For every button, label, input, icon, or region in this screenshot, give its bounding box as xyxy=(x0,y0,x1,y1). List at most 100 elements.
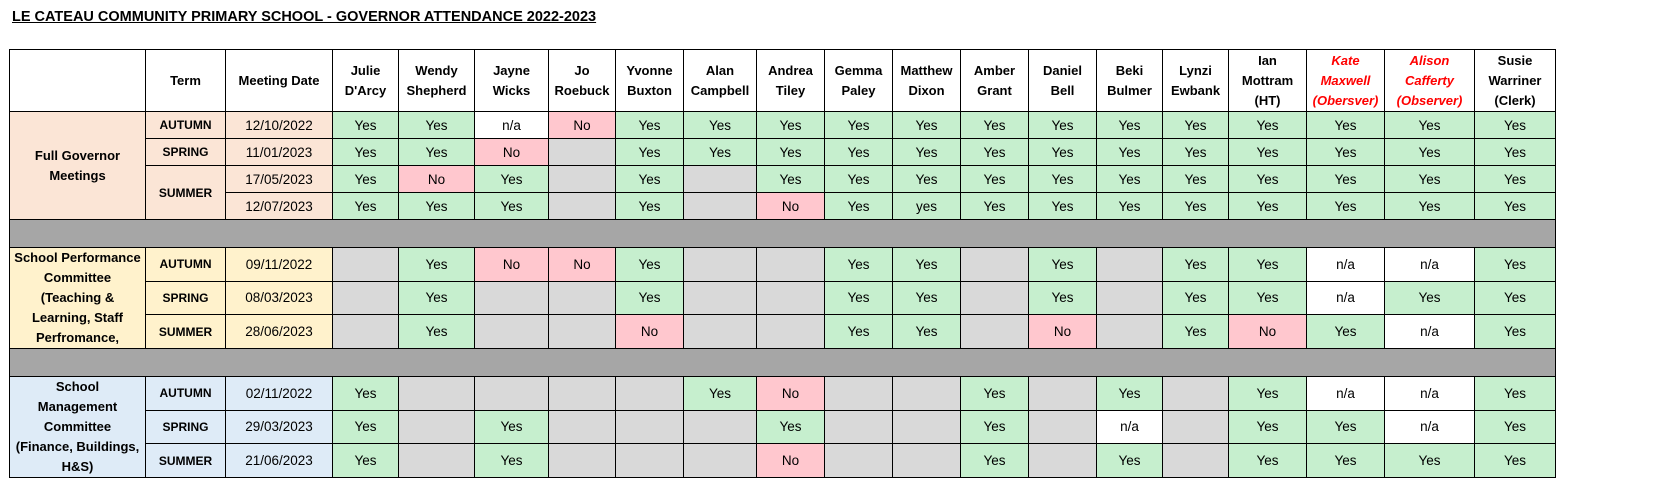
committee-name-line: Committee xyxy=(43,419,112,434)
governor-header: Beki Bulmer xyxy=(1096,49,1163,112)
attendance-cell: Yes xyxy=(398,192,475,220)
governor-header-line: Jo xyxy=(574,62,590,78)
committee-name-line: School Performance xyxy=(14,250,141,265)
attendance-cell: No xyxy=(756,192,825,220)
attendance-cell: n/a xyxy=(1384,376,1475,411)
attendance-cell: Yes xyxy=(892,111,961,139)
attendance-cell: Yes xyxy=(1384,165,1475,193)
attendance-cell: Yes xyxy=(756,111,825,139)
attendance-cell: Yes xyxy=(398,111,475,139)
meeting-row: SPRING 11/01/2023 Yes Yes No Yes Yes Yes Yes Yes Y… xyxy=(10,138,1556,166)
attendance-cell: Yes xyxy=(756,409,825,445)
corner-cell xyxy=(9,49,146,112)
attendance-cell: Yes xyxy=(1306,138,1385,166)
attendance-cell: Yes xyxy=(474,443,549,478)
attendance-cell xyxy=(683,443,757,478)
attendance-cell: Yes xyxy=(1474,247,1556,282)
attendance-cell: Yes xyxy=(332,111,399,139)
governor-header: Yvonne Buxton xyxy=(615,49,684,112)
attendance-cell: Yes xyxy=(892,280,961,316)
attendance-cell: Yes xyxy=(892,165,961,193)
governor-header-line: Ian xyxy=(1258,52,1277,68)
attendance-cell: Yes xyxy=(1096,192,1163,220)
meeting-date: 11/01/2023 xyxy=(225,138,333,166)
attendance-cell: Yes xyxy=(1474,111,1556,139)
attendance-cell: Yes xyxy=(398,280,475,316)
meeting-row: School Management Committee (Finance, Build… xyxy=(9,376,1556,478)
governor-header-line: Julie xyxy=(350,62,381,78)
separator-row xyxy=(9,348,1556,377)
attendance-cell: Yes xyxy=(332,443,399,478)
governor-header-line: Andrea xyxy=(768,62,813,78)
governor-header: Daniel Bell xyxy=(1028,49,1097,112)
attendance-cell: Yes xyxy=(824,192,893,220)
attendance-cell: Yes xyxy=(1228,443,1307,478)
attendance-cell: n/a xyxy=(1306,247,1385,282)
attendance-cell: Yes xyxy=(1096,165,1163,193)
governor-header-line: Buxton xyxy=(627,82,672,98)
attendance-cell: Yes xyxy=(1162,314,1229,349)
attendance-cell: n/a xyxy=(1096,409,1163,445)
term-cell: SPRING xyxy=(145,138,226,166)
committee-name-line: Full Governor xyxy=(34,147,121,163)
governor-header-line: Tiley xyxy=(775,82,806,98)
attendance-cell xyxy=(892,409,961,445)
attendance-cell: Yes xyxy=(1096,111,1163,139)
attendance-cell xyxy=(332,280,399,316)
governor-header-line: Alison xyxy=(1409,52,1450,68)
meeting-row: Full Governor Meetings AUTUMN 12/10/2022 Yes… xyxy=(9,111,1556,220)
attendance-cell: Yes xyxy=(824,111,893,139)
meeting-row: School Performance Committee (Teaching & Le… xyxy=(9,247,1556,349)
attendance-cell xyxy=(756,314,825,349)
attendance-cell: No xyxy=(474,138,549,166)
attendance-cell xyxy=(548,138,616,166)
attendance-cell xyxy=(824,376,893,411)
governor-header-line: Alan xyxy=(705,62,735,78)
committee-name: School Management Committee (Finance, Build… xyxy=(9,376,146,478)
attendance-cell: Yes xyxy=(1162,247,1229,282)
attendance-cell: Yes xyxy=(1306,111,1385,139)
attendance-cell: Yes xyxy=(1474,192,1556,220)
attendance-cell: Yes xyxy=(615,138,684,166)
attendance-cell: Yes xyxy=(1028,138,1097,166)
attendance-cell: No xyxy=(398,165,475,193)
governor-header-line: Cafferty xyxy=(1405,72,1454,88)
attendance-cell: Yes xyxy=(1162,111,1229,139)
attendance-cell: Yes xyxy=(1228,376,1307,411)
attendance-cell: Yes xyxy=(1228,192,1307,220)
attendance-cell: Yes xyxy=(332,192,399,220)
meeting-date: 17/05/2023 xyxy=(225,165,333,193)
meeting-date: 02/11/2022 xyxy=(225,376,333,411)
attendance-cell: Yes xyxy=(1306,192,1385,220)
attendance-cell: Yes xyxy=(1028,192,1097,220)
attendance-cell xyxy=(1162,409,1229,445)
governor-header: Kate Maxwell (Obersver) xyxy=(1306,49,1385,112)
governor-header-line: Wicks xyxy=(492,82,531,98)
governor-header-line: Wendy xyxy=(415,62,458,78)
committee-name-line: Meetings xyxy=(49,167,106,183)
meeting-row: SUMMER 17/05/2023 Yes No Yes Yes Yes Yes Yes Yes Y… xyxy=(10,165,1556,220)
attendance-cell: Yes xyxy=(892,138,961,166)
term-cell: SPRING xyxy=(145,280,226,316)
governor-header-line: Bell xyxy=(1050,82,1075,98)
meeting-date: 28/06/2023 xyxy=(225,314,333,349)
attendance-cell: yes xyxy=(892,192,961,220)
attendance-cell xyxy=(824,443,893,478)
attendance-cell: Yes xyxy=(1306,443,1385,478)
attendance-cell: Yes xyxy=(960,165,1029,193)
governor-header: Jayne Wicks xyxy=(474,49,549,112)
attendance-cell: Yes xyxy=(683,111,757,139)
attendance-cell xyxy=(824,409,893,445)
meeting-date-header: Meeting Date xyxy=(225,49,333,112)
term-cell: SUMMER xyxy=(145,443,226,478)
meeting-date: 08/03/2023 xyxy=(225,280,333,316)
attendance-cell: Yes xyxy=(824,314,893,349)
attendance-cell: Yes xyxy=(332,138,399,166)
attendance-cell: Yes xyxy=(1096,443,1163,478)
attendance-cell xyxy=(1028,409,1097,445)
governor-header-line: Daniel xyxy=(1042,62,1082,78)
governor-header-line: Paley xyxy=(841,82,876,98)
attendance-cell xyxy=(474,280,549,316)
attendance-cell: Yes xyxy=(1028,111,1097,139)
governor-header-line: Yvonne xyxy=(626,62,673,78)
